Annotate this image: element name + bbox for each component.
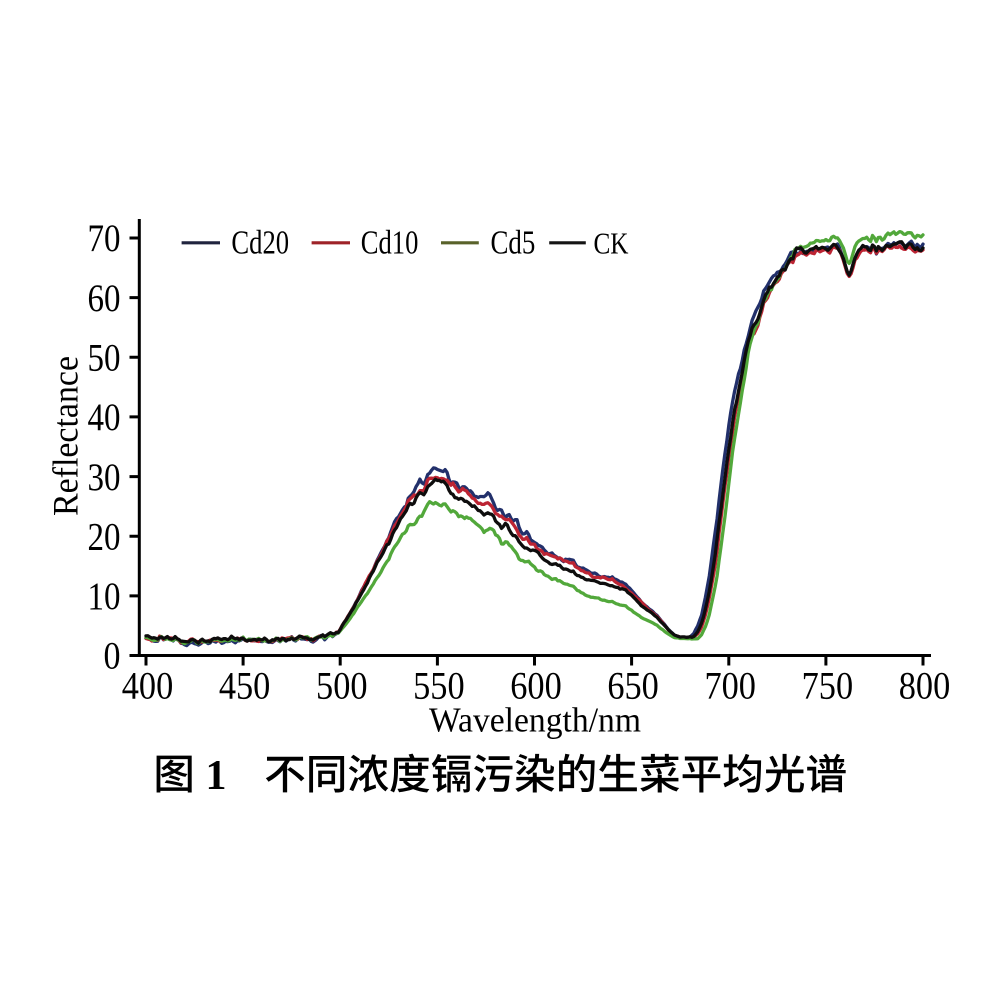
svg-text:650: 650 [607, 664, 659, 708]
svg-text:Cd10: Cd10 [361, 224, 419, 261]
svg-text:500: 500 [316, 664, 368, 708]
svg-text:700: 700 [704, 664, 756, 708]
svg-text:750: 750 [802, 664, 854, 708]
svg-text:800: 800 [899, 664, 951, 708]
svg-text:Wavelength/nm: Wavelength/nm [429, 701, 641, 739]
svg-text:10: 10 [88, 574, 121, 618]
svg-text:Cd5: Cd5 [491, 224, 536, 261]
svg-text:20: 20 [88, 514, 121, 558]
svg-text:CK: CK [594, 226, 629, 260]
svg-text:0: 0 [104, 634, 121, 678]
svg-text:1: 1 [206, 753, 227, 799]
svg-text:450: 450 [219, 664, 271, 708]
svg-text:40: 40 [88, 395, 121, 439]
svg-text:550: 550 [413, 664, 465, 708]
svg-text:Cd20: Cd20 [231, 224, 289, 261]
svg-text:Reflectance: Reflectance [46, 356, 86, 516]
svg-text:600: 600 [510, 664, 562, 708]
svg-text:30: 30 [88, 455, 121, 499]
svg-text:400: 400 [122, 664, 174, 708]
svg-text:70: 70 [88, 216, 121, 260]
svg-text:60: 60 [88, 276, 121, 320]
svg-text:50: 50 [88, 336, 121, 380]
